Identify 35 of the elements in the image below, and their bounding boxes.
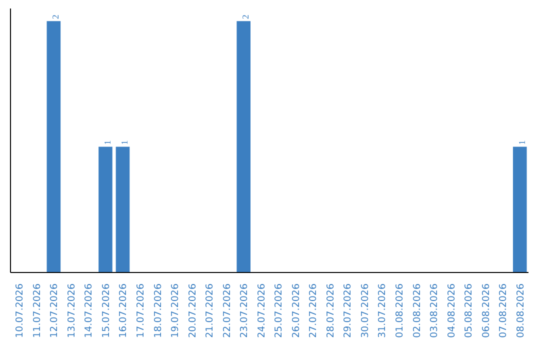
data-label: 2 xyxy=(50,14,61,20)
x-tick-label: 04.08.2026 xyxy=(446,283,458,338)
x-tick-label: 15.07.2026 xyxy=(100,283,112,338)
x-tick-label: 27.07.2026 xyxy=(308,283,320,338)
x-tick-label: 10.07.2026 xyxy=(14,283,26,338)
x-tick-label: 25.07.2026 xyxy=(274,283,285,338)
x-tick-label: 23.07.2026 xyxy=(239,283,250,338)
x-tick-label: 03.08.2026 xyxy=(429,283,440,338)
data-label: 1 xyxy=(516,140,527,145)
x-tick-label: 26.07.2026 xyxy=(290,283,302,338)
x-tick-label: 29.07.2026 xyxy=(342,283,354,338)
x-tick-label: 16.07.2026 xyxy=(118,283,130,338)
data-label: 1 xyxy=(102,140,112,145)
x-tick-label: 31.07.2026 xyxy=(377,283,388,338)
x-tick-label: 17.07.2026 xyxy=(136,283,146,338)
x-tick-label: 06.08.2026 xyxy=(480,283,492,338)
x-tick-label: 19.07.2026 xyxy=(170,283,182,338)
x-tick-label: 20.07.2026 xyxy=(187,283,198,338)
x-tick-label: 05.08.2026 xyxy=(464,283,475,338)
x-tick-label: 18.07.2026 xyxy=(152,283,164,338)
x-tick-label: 14.07.2026 xyxy=(84,283,95,338)
x-tick-label: 22.07.2026 xyxy=(222,283,233,338)
x-tick-label: 21.07.2026 xyxy=(204,283,216,338)
x-tick-label: 12.07.2026 xyxy=(49,283,60,338)
x-tick-label: 11.07.2026 xyxy=(32,283,43,338)
data-label: 2 xyxy=(240,14,251,20)
x-tick-label: 28.07.2026 xyxy=(325,283,336,338)
x-tick-label: 02.08.2026 xyxy=(412,283,423,338)
x-tick-label: 07.08.2026 xyxy=(498,283,510,338)
x-tick-label: 01.08.2026 xyxy=(394,283,406,338)
x-tick-label: 08.08.2026 xyxy=(515,283,526,338)
x-tick-label: 24.07.2026 xyxy=(256,283,268,338)
x-tick-label: 13.07.2026 xyxy=(66,283,78,338)
data-label: 1 xyxy=(120,140,130,145)
x-tick-label: 30.07.2026 xyxy=(360,283,371,338)
